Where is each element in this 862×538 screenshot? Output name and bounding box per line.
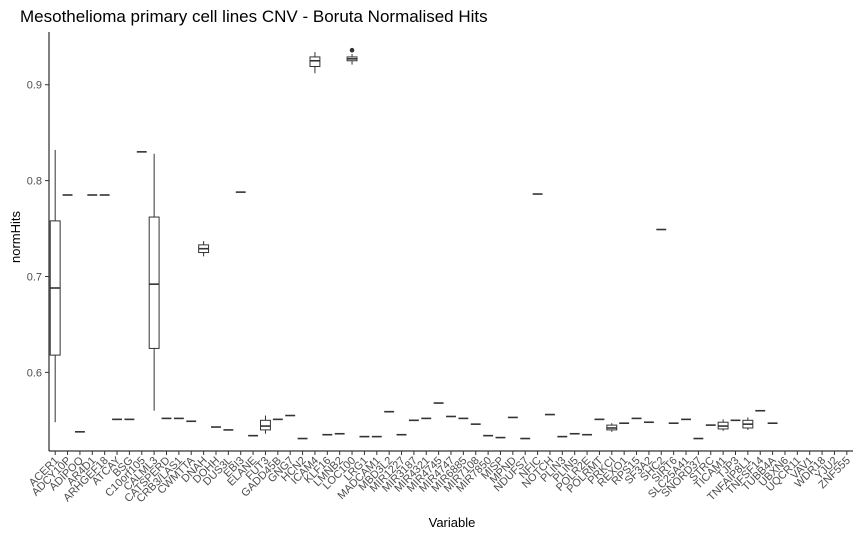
plot-area [49,47,778,440]
y-tick-label: 0.9 [27,80,42,92]
box-loc100 [346,47,358,65]
x-axis-ticks: ACER1ADCY10PADIPOQAR4D1ARHGEF18ATCAYBSGC… [27,451,853,505]
y-tick-label: 0.8 [27,176,42,188]
y-tick-label: 0.7 [27,271,42,283]
chart-title: Mesothelioma primary cell lines CNV - Bo… [20,7,488,26]
y-axis-ticks: 0.6 0.7 0.8 0.9 [27,80,49,379]
box-body [309,56,321,68]
box-body [260,419,271,431]
x-axis-title: Variable [429,515,476,530]
box-calml3 [148,153,160,411]
box-tnfaip8l1 [742,417,754,430]
y-axis-title: normHits [8,211,23,264]
y-tick-label: 0.6 [27,367,42,379]
box-acer1 [49,149,61,423]
outlier-point [349,47,355,53]
box-icam4 [309,52,321,74]
box-prkci [606,423,618,432]
box-ticam1 [717,419,729,431]
box-fut3 [260,415,271,434]
box-body [148,216,160,349]
box-dnah [198,241,210,257]
